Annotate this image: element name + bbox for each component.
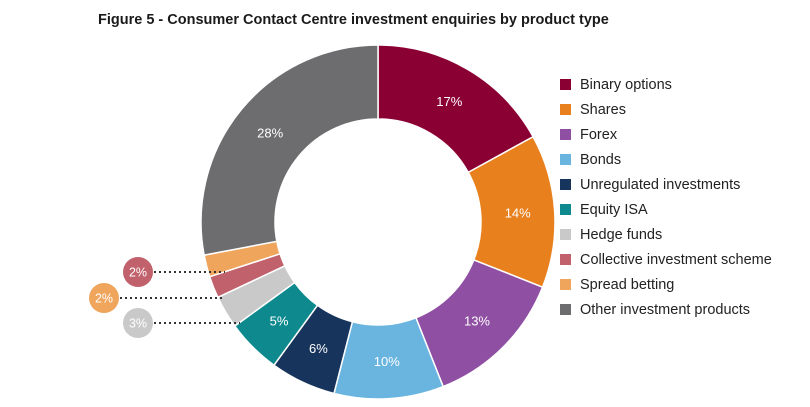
slice-label-shares: 14% — [505, 206, 531, 221]
legend-swatch — [560, 279, 571, 290]
callout-bubble-spread-betting — [89, 283, 119, 313]
legend-item-equity-isa: Equity ISA — [560, 197, 772, 222]
slice-label-binary-options: 17% — [436, 94, 462, 109]
legend-item-bonds: Bonds — [560, 147, 772, 172]
legend-swatch — [560, 179, 571, 190]
legend-swatch — [560, 154, 571, 165]
slice-other-investment-products — [200, 44, 379, 257]
legend-label: Unregulated investments — [580, 176, 741, 193]
legend-label: Other investment products — [580, 301, 751, 318]
legend-swatch — [560, 304, 571, 315]
callout-bubble-collective-investment-scheme — [123, 257, 153, 287]
legend-label: Hedge funds — [580, 226, 663, 243]
legend-item-other-investment-products: Other investment products — [560, 297, 772, 322]
legend-item-collective-investment-scheme: Collective investment scheme — [560, 247, 772, 272]
chart-legend: Binary options Shares Forex Bonds Unregulate… — [560, 72, 772, 322]
legend-item-forex: Forex — [560, 122, 772, 147]
legend-swatch — [560, 204, 571, 215]
legend-swatch — [560, 104, 571, 115]
callout-label-hedge-funds: 3% — [129, 317, 147, 331]
legend-item-binary-options: Binary options — [560, 72, 772, 97]
callout-bubble-hedge-funds — [123, 308, 153, 338]
legend-swatch — [560, 254, 571, 265]
legend-label: Forex — [580, 126, 618, 143]
legend-swatch — [560, 79, 571, 90]
legend-label: Equity ISA — [580, 201, 648, 218]
slice-label-unregulated-investments: 6% — [309, 341, 328, 356]
legend-item-hedge-funds: Hedge funds — [560, 222, 772, 247]
legend-label: Shares — [580, 101, 626, 118]
callout-label-collective-investment-scheme: 2% — [129, 266, 147, 280]
legend-swatch — [560, 229, 571, 240]
slice-label-other-investment-products: 28% — [257, 125, 283, 140]
legend-item-unregulated-investments: Unregulated investments — [560, 172, 772, 197]
chart-title: Figure 5 - Consumer Contact Centre inves… — [98, 12, 609, 28]
callout-label-spread-betting: 2% — [95, 292, 113, 306]
legend-label: Spread betting — [580, 276, 675, 293]
legend-label: Binary options — [580, 76, 672, 93]
legend-label: Collective investment scheme — [580, 251, 772, 268]
legend-label: Bonds — [580, 151, 622, 168]
slice-label-bonds: 10% — [374, 354, 400, 369]
slice-label-equity-isa: 5% — [270, 313, 289, 328]
legend-item-shares: Shares — [560, 97, 772, 122]
slice-label-forex: 13% — [464, 313, 490, 328]
legend-item-spread-betting: Spread betting — [560, 272, 772, 297]
legend-swatch — [560, 129, 571, 140]
